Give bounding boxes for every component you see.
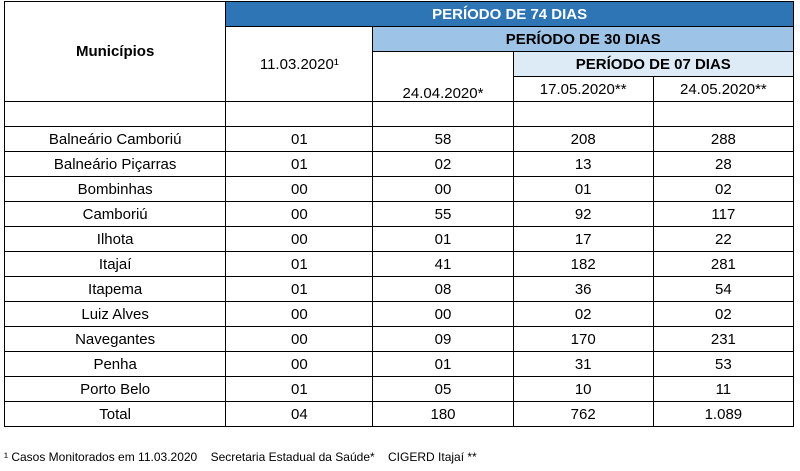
value-17-05: 36 (512, 276, 654, 302)
footnote-source-sec: Secretaria Estadual da Saúde* (210, 450, 375, 464)
value-17-05: 02 (512, 301, 654, 327)
cases-table: Municípios PERÍODO DE 74 DIAS 11.03.2020… (3, 1, 795, 427)
value-11-03: 04 (225, 401, 374, 427)
municipality-name: Camboriú (3, 201, 227, 227)
value-24-04: 09 (372, 326, 514, 352)
table-row: Camboriú 00 55 92 117 (3, 201, 795, 227)
value-17-05: 01 (512, 176, 654, 202)
footnote-monitored: ¹ Casos Monitorados em 11.03.2020 (4, 450, 198, 464)
blank-cell (3, 101, 227, 127)
footnote-source-cigerd: CIGERD Itajaí ** (388, 450, 477, 464)
blank-cell (512, 101, 654, 127)
value-24-04: 55 (372, 201, 514, 227)
table-row: Penha 00 01 31 53 (3, 351, 795, 377)
municipality-name: Itapema (3, 276, 227, 302)
blank-cell (225, 101, 374, 127)
municipality-name: Penha (3, 351, 227, 377)
footnotes: ¹ Casos Monitorados em 11.03.2020 Secret… (4, 450, 487, 464)
municipality-name: Porto Belo (3, 376, 227, 402)
value-17-05: 762 (512, 401, 654, 427)
value-24-04: 02 (372, 151, 514, 177)
value-11-03: 00 (225, 201, 374, 227)
header-row-30: 11.03.2020¹ PERÍODO DE 30 DIAS (5, 26, 794, 102)
value-24-04: 00 (372, 301, 514, 327)
value-24-04: 08 (372, 276, 514, 302)
blank-cell (652, 101, 795, 127)
value-11-03: 01 (225, 276, 374, 302)
municipality-name: Balneário Camboriú (3, 126, 227, 152)
date-24-05-header: 24.05.2020** (652, 76, 795, 102)
municipality-name: Itajaí (3, 251, 227, 277)
table-row: Itajaí 01 41 182 281 (3, 251, 795, 277)
value-24-05: 1.089 (652, 401, 795, 427)
date-24-04-header: 24.04.2020* (372, 51, 514, 102)
value-24-05: 11 (652, 376, 795, 402)
value-11-03: 00 (225, 301, 374, 327)
value-11-03: 00 (225, 351, 374, 377)
value-17-05: 170 (512, 326, 654, 352)
value-11-03: 01 (225, 151, 374, 177)
value-11-03: 01 (225, 126, 374, 152)
value-24-04: 180 (372, 401, 514, 427)
municipality-name: Total (3, 401, 227, 427)
header-row-74: Municípios PERÍODO DE 74 DIAS (3, 1, 794, 102)
value-24-05: 02 (652, 301, 795, 327)
value-24-04: 41 (372, 251, 514, 277)
table-row: Balneário Camboriú 01 58 208 288 (3, 126, 795, 152)
date-17-05-header: 17.05.2020** (512, 76, 654, 102)
value-11-03: 00 (225, 326, 374, 352)
value-17-05: 10 (512, 376, 654, 402)
value-24-05: 53 (652, 351, 795, 377)
table-row: Porto Belo 01 05 10 11 (3, 376, 795, 402)
value-24-04: 01 (372, 226, 514, 252)
value-17-05: 208 (512, 126, 654, 152)
header-row-07: 24.04.2020* PERÍODO DE 07 DIAS (5, 51, 795, 102)
value-11-03: 01 (225, 376, 374, 402)
value-24-05: 281 (652, 251, 795, 277)
municipality-name: Navegantes (3, 326, 227, 352)
value-24-05: 288 (652, 126, 795, 152)
period-30-header: PERÍODO DE 30 DIAS (372, 26, 794, 52)
blank-row (3, 101, 795, 127)
value-17-05: 92 (512, 201, 654, 227)
value-11-03: 00 (225, 176, 374, 202)
table-row: Luiz Alves 00 00 02 02 (3, 301, 795, 327)
header-row-dates: 17.05.2020** 24.05.2020** (5, 76, 795, 102)
municipios-header: Municípios (3, 1, 227, 102)
value-24-05: 02 (652, 176, 795, 202)
table-row: Ilhota 00 01 17 22 (3, 226, 795, 252)
value-17-05: 31 (512, 351, 654, 377)
blank-cell (372, 101, 514, 127)
value-17-05: 182 (512, 251, 654, 277)
value-24-04: 00 (372, 176, 514, 202)
value-24-05: 28 (652, 151, 795, 177)
municipality-name: Luiz Alves (3, 301, 227, 327)
municipality-name: Balneário Piçarras (3, 151, 227, 177)
value-24-04: 58 (372, 126, 514, 152)
value-17-05: 17 (512, 226, 654, 252)
value-24-05: 54 (652, 276, 795, 302)
value-11-03: 01 (225, 251, 374, 277)
table-row: Itapema 01 08 36 54 (3, 276, 795, 302)
date-11-03-header: 11.03.2020¹ (225, 26, 374, 102)
value-11-03: 00 (225, 226, 374, 252)
table-row: Balneário Piçarras 01 02 13 28 (3, 151, 795, 177)
municipality-name: Bombinhas (3, 176, 227, 202)
value-17-05: 13 (512, 151, 654, 177)
table-row: Navegantes 00 09 170 231 (3, 326, 795, 352)
total-row: Total 04 180 762 1.089 (3, 401, 795, 427)
period-74-header: PERÍODO DE 74 DIAS (225, 1, 794, 27)
value-24-05: 231 (652, 326, 795, 352)
value-24-04: 01 (372, 351, 514, 377)
value-24-05: 22 (652, 226, 795, 252)
table-row: Bombinhas 00 00 01 02 (3, 176, 795, 202)
period-07-header: PERÍODO DE 07 DIAS (512, 51, 795, 77)
municipality-name: Ilhota (3, 226, 227, 252)
value-24-04: 05 (372, 376, 514, 402)
value-24-05: 117 (652, 201, 795, 227)
